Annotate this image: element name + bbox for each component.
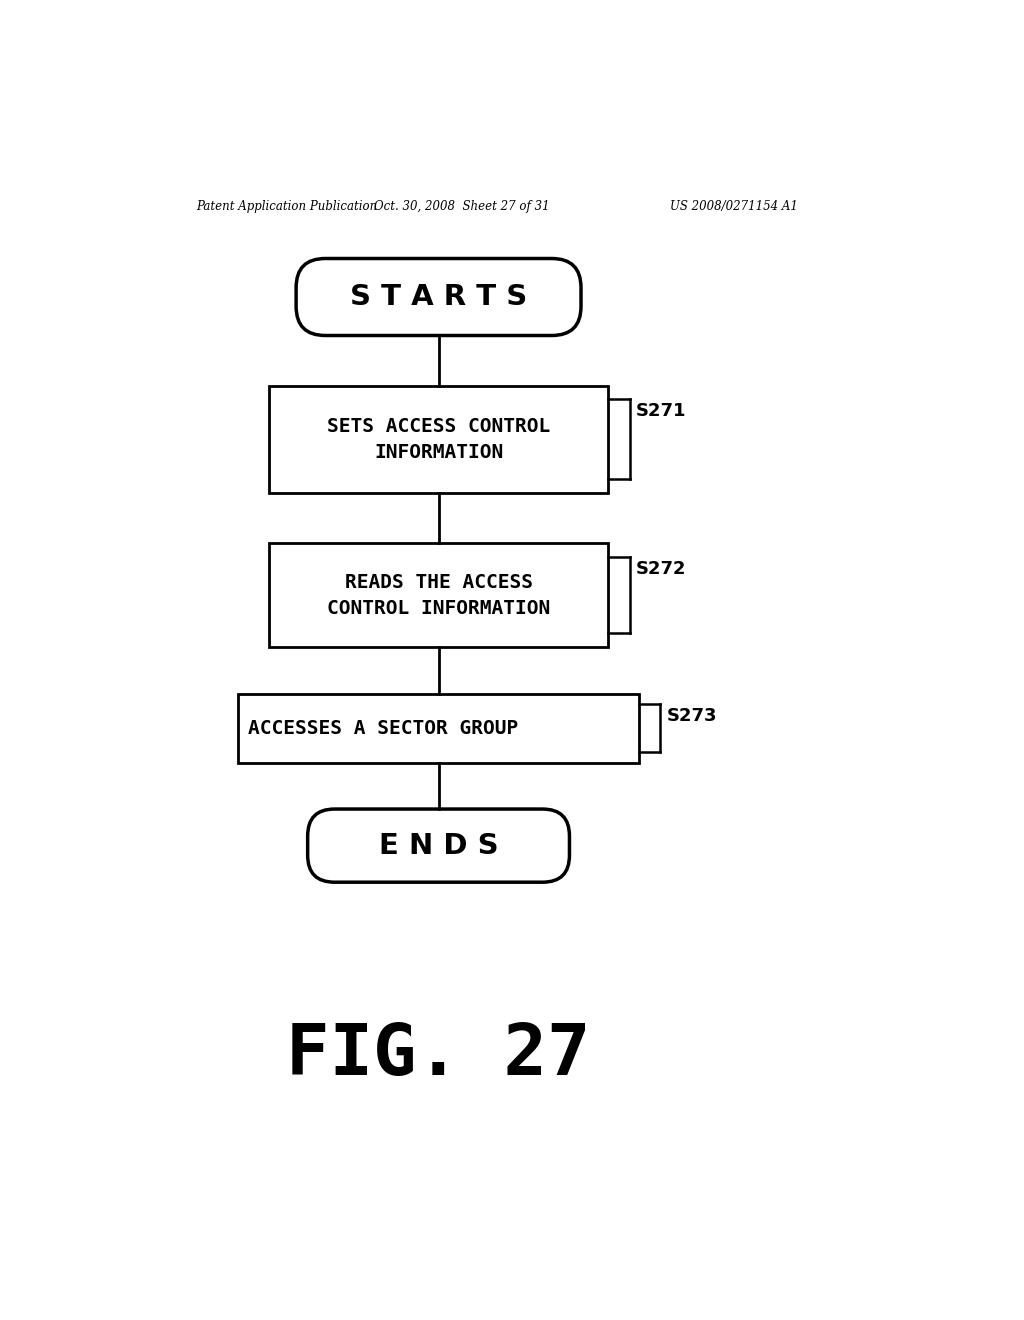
Text: ACCESSES A SECTOR GROUP: ACCESSES A SECTOR GROUP	[248, 718, 518, 738]
Bar	[269, 544, 608, 647]
Text: Patent Application Publication: Patent Application Publication	[196, 199, 377, 213]
Text: SETS ACCESS CONTROL
INFORMATION: SETS ACCESS CONTROL INFORMATION	[327, 417, 550, 462]
Text: S271: S271	[636, 403, 686, 421]
Text: S T A R T S: S T A R T S	[350, 282, 527, 312]
FancyBboxPatch shape	[296, 259, 581, 335]
Text: S273: S273	[667, 708, 717, 726]
Text: US 2008/0271154 A1: US 2008/0271154 A1	[670, 199, 798, 213]
Text: E N D S: E N D S	[379, 832, 499, 859]
FancyBboxPatch shape	[307, 809, 569, 882]
Bar	[239, 693, 639, 763]
Text: FIG. 27: FIG. 27	[287, 1020, 591, 1090]
Text: Oct. 30, 2008  Sheet 27 of 31: Oct. 30, 2008 Sheet 27 of 31	[374, 199, 550, 213]
Text: S272: S272	[636, 561, 686, 578]
Text: READS THE ACCESS
CONTROL INFORMATION: READS THE ACCESS CONTROL INFORMATION	[327, 573, 550, 618]
Bar	[269, 385, 608, 494]
